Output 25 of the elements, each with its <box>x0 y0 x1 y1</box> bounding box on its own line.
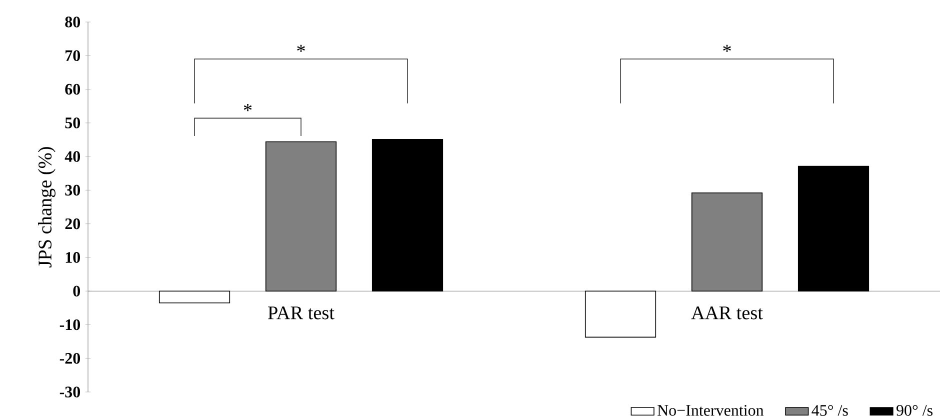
annotation: * <box>244 104 252 112</box>
annotation: * <box>297 44 305 52</box>
y-tick-label: 40 <box>64 151 80 162</box>
y-tick-label: 80 <box>65 16 80 28</box>
legend-label: 45° /s <box>812 405 848 416</box>
bar <box>372 138 444 292</box>
bar <box>798 166 870 292</box>
y-tick-label: 30 <box>65 184 80 196</box>
y-tick-label: -10 <box>60 319 80 330</box>
y-tick-label: -20 <box>60 352 80 364</box>
y-axis-title: JPS change (%) <box>38 147 56 268</box>
x-tick-label: PAR test <box>268 306 334 320</box>
x-tick-label: AAR test <box>691 306 763 320</box>
annotation: * <box>723 44 731 52</box>
legend-label: 90° /s <box>896 405 932 416</box>
legend-label: No−Intervention <box>657 405 764 416</box>
y-tick-label: 70 <box>66 50 80 62</box>
y-tick-label: 60 <box>65 84 80 95</box>
y-tick-label: -30 <box>60 386 80 398</box>
bar <box>158 290 230 304</box>
y-tick-label: 0 <box>73 286 80 296</box>
y-tick-label: 10 <box>66 252 80 263</box>
y-tick-label: 50 <box>65 118 80 128</box>
bar <box>584 290 656 338</box>
y-tick-label: 20 <box>65 218 80 230</box>
